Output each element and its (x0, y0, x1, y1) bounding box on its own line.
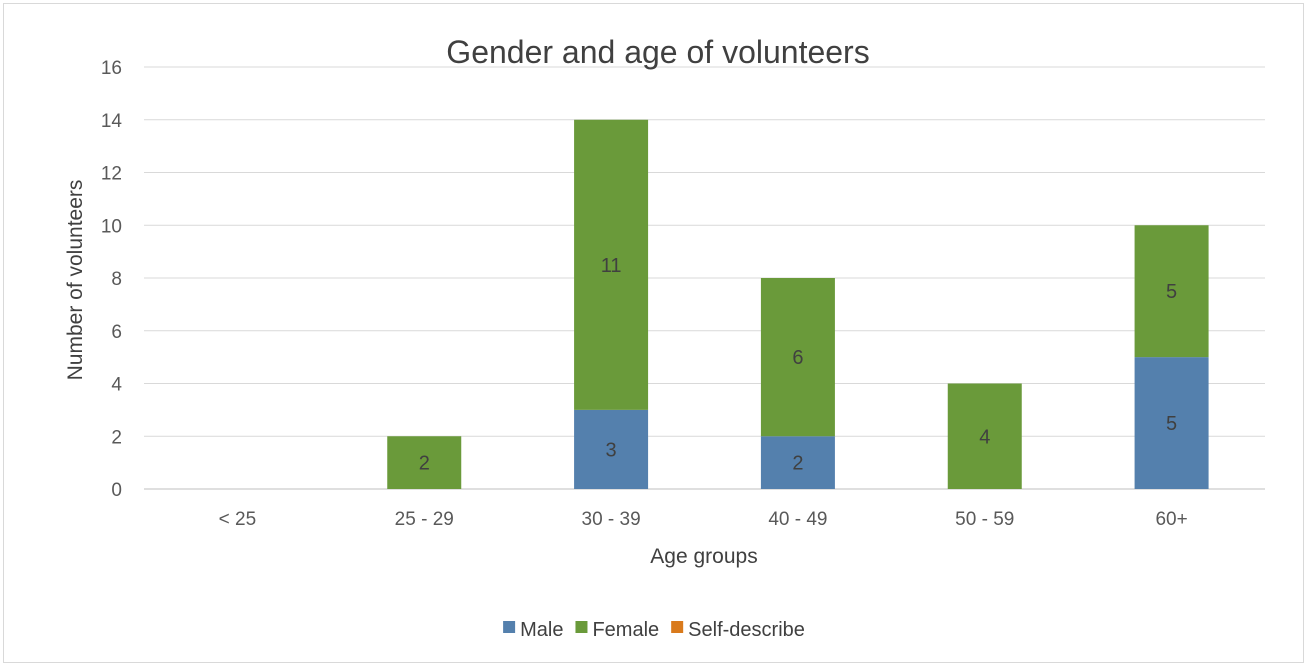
legend-swatch-0 (503, 621, 516, 633)
legend-label-2: Self-describe (688, 619, 805, 641)
y-tick-label-5: 10 (101, 216, 122, 237)
data-label-5-0: 5 (1166, 413, 1177, 435)
gridlines (144, 66, 1265, 490)
y-tick-label-3: 6 (111, 322, 122, 343)
x-tick-label-1: 25 - 29 (395, 509, 454, 530)
bar-2-0 (574, 409, 649, 489)
x-tick-label-3: 40 - 49 (768, 509, 827, 530)
x-tick-label-4: 50 - 59 (955, 509, 1014, 530)
x-tick-label-0: < 25 (219, 509, 257, 530)
bar-3-0 (760, 436, 835, 489)
bar-5-1 (1134, 225, 1209, 358)
y-axis-title: Number of volunteers (64, 180, 87, 381)
y-tick-label-0: 0 (111, 480, 122, 501)
x-tick-label-2: 30 - 39 (582, 509, 641, 530)
x-axis-title: Age groups (650, 545, 757, 568)
data-label-3-0: 2 (792, 453, 803, 475)
chart-title: Gender and age of volunteers (446, 34, 869, 70)
bar-5-0 (1134, 357, 1209, 489)
data-label-4-1: 4 (979, 426, 990, 448)
bar-4-1 (947, 383, 1022, 489)
y-tick-label-1: 2 (111, 427, 122, 448)
data-label-2-1: 11 (601, 255, 622, 277)
legend-label-1: Female (592, 619, 659, 641)
y-tick-label-7: 14 (101, 111, 123, 132)
data-label-3-1: 6 (792, 347, 803, 369)
bar-1-1 (387, 436, 462, 489)
x-tick-label-5: 60+ (1155, 509, 1187, 530)
y-axis-ticks: 0 2 4 6 8 10 12 14 16 (101, 58, 123, 501)
y-tick-label-4: 8 (111, 269, 122, 290)
bars (387, 119, 1209, 489)
bar-3-1 (760, 278, 835, 437)
data-label-1-1: 2 (419, 453, 430, 475)
chart-frame (3, 3, 1304, 663)
y-tick-label-8: 16 (101, 58, 122, 79)
legend-swatch-1 (575, 621, 588, 633)
data-labels: 2 3 11 2 6 4 5 5 (419, 255, 1177, 475)
y-tick-label-6: 12 (101, 164, 122, 185)
y-tick-label-2: 4 (111, 375, 122, 396)
x-axis-ticks: < 25 25 - 29 30 - 39 40 - 49 50 - 59 60+ (219, 509, 1188, 530)
bar-2-1 (574, 119, 649, 410)
data-label-2-0: 3 (606, 439, 617, 461)
data-label-5-1: 5 (1166, 281, 1177, 303)
legend-swatch-2 (671, 621, 684, 633)
legend: Male Female Self-describe (503, 619, 805, 641)
legend-label-0: Male (520, 619, 563, 641)
